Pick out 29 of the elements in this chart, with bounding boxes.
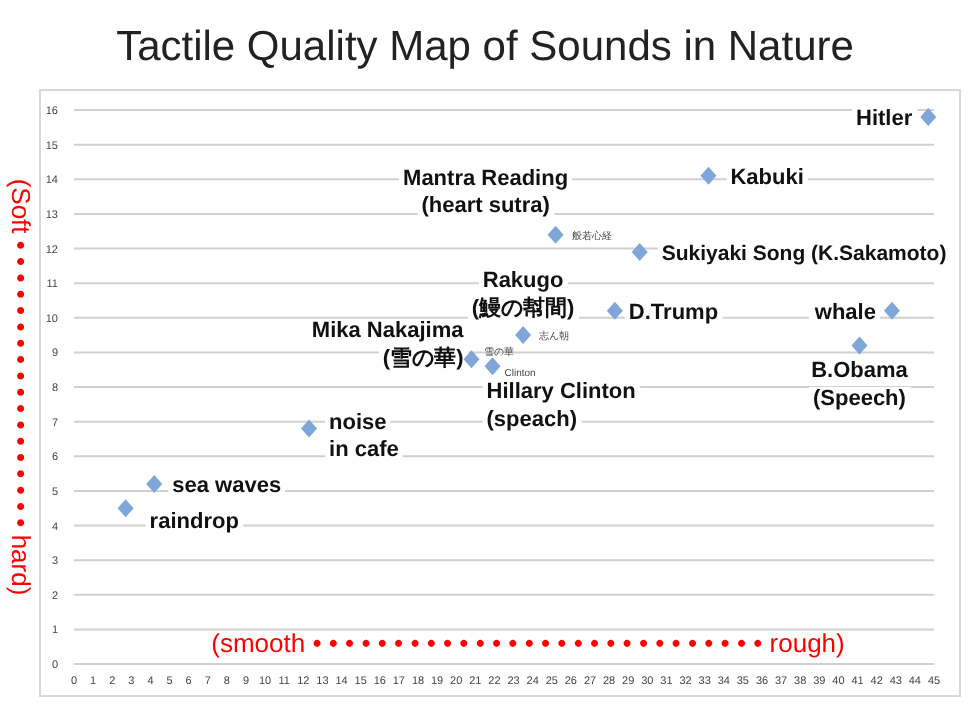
annotation: B.Obama (Speech) [811,359,910,411]
annotation: Hitler [856,106,914,131]
annotation: Kabuki [730,165,804,190]
point [301,419,318,438]
point [883,301,900,320]
y-axis-title: (Soft • • • • • • • • • • • • • • • • • • hard) [6,178,36,596]
point [606,301,623,320]
chart-title: Tactile Quality Map of Sounds in Nature [116,24,854,70]
annotation: Rakugo (鰻の幇間) [471,269,576,321]
annotation: Sukiyaki Song (K.Sakamoto) [661,241,947,266]
annotation: whale [812,300,876,325]
annotation: sea waves [172,473,282,498]
point [631,242,648,261]
point [547,225,564,244]
annotation: Hillary Clinton (speach) [486,380,637,432]
point [463,350,480,369]
annotation: D.Trump [628,300,719,325]
annotation: Mantra Reading (heart sutra) [403,166,569,219]
point [146,474,163,493]
annotation: raindrop [149,510,240,535]
point [920,107,937,126]
annotation: noise in cafe [329,410,399,463]
point [117,499,134,518]
x-axis-title: (smooth • • • • • • • • • • • • • • • • • • • • • • • • • • • • rough) [211,628,845,658]
point [851,336,868,355]
point [515,326,532,345]
point [700,166,717,185]
annotation: Mika Nakajima (雪の華) [311,319,466,371]
point [484,357,501,376]
